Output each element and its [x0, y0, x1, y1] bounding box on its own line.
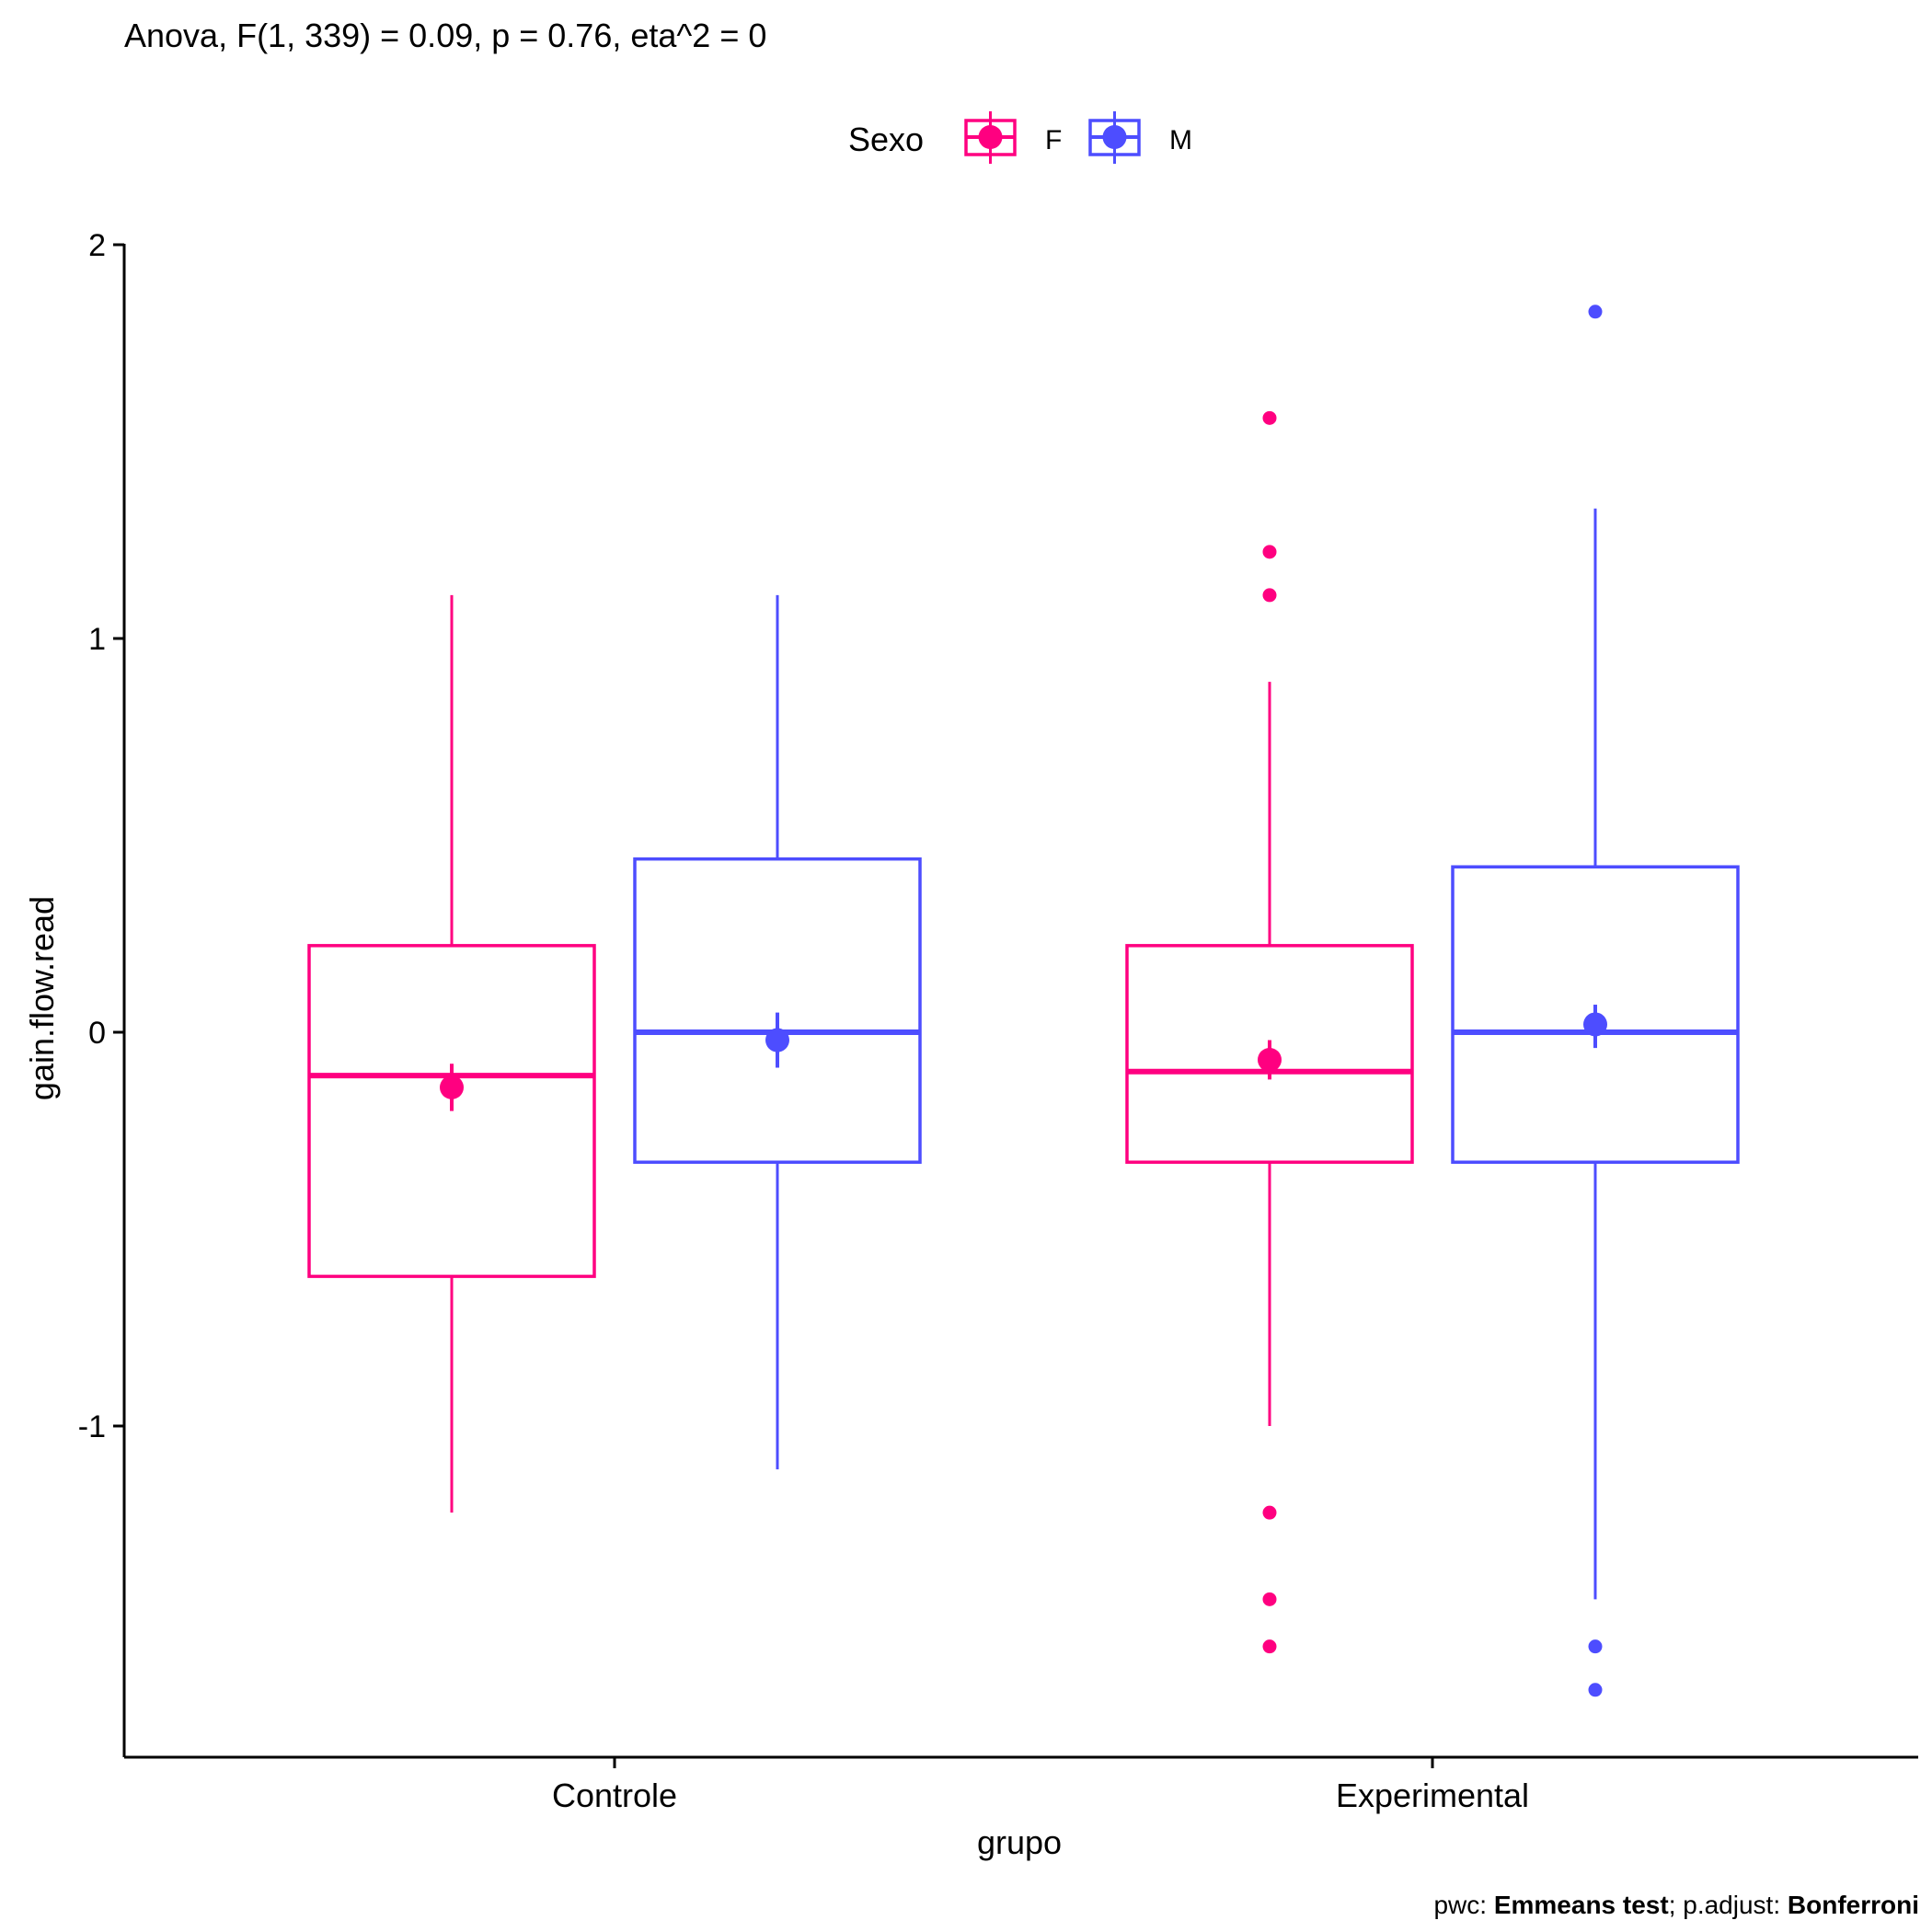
mean-point	[1583, 1012, 1607, 1037]
y-axis-title: gain.flow.read	[23, 896, 61, 1100]
box-M-experimental	[1451, 305, 1740, 1697]
legend-key-m	[1088, 111, 1141, 164]
box-F-experimental	[1125, 410, 1414, 1654]
legend-point-swatch	[978, 125, 1003, 149]
legend-point-swatch	[1102, 125, 1127, 149]
y-tick-label: -1	[78, 1409, 106, 1444]
outlier-point	[1588, 305, 1603, 319]
outlier-point	[1262, 1639, 1277, 1654]
box-iqr	[633, 857, 922, 1164]
caption-adjust-value: Bonferroni	[1787, 1891, 1919, 1919]
axes: -1 0 1 2 Controle Experimental grupo gain.flow.…	[23, 228, 1918, 1861]
box-M-controle	[633, 594, 922, 1470]
outlier-point	[1262, 545, 1277, 559]
x-tick-label: Controle	[552, 1777, 677, 1814]
chart-title: Anova, F(1, 339) = 0.09, p = 0.76, eta^2…	[124, 17, 767, 54]
box-iqr	[307, 944, 596, 1279]
box-iqr	[1125, 944, 1414, 1164]
outlier-point	[1262, 410, 1277, 425]
caption-pwc-label: pwc:	[1433, 1891, 1494, 1919]
caption-pwc-value: Emmeans test	[1493, 1891, 1669, 1919]
legend-key-f	[964, 111, 1017, 164]
legend-label-f: F	[1045, 125, 1062, 155]
legend: Sexo F M	[848, 111, 1192, 164]
box-iqr	[1451, 865, 1740, 1164]
mean-point	[1258, 1047, 1282, 1072]
y-tick-label: 2	[88, 228, 106, 263]
x-tick-label: Experimental	[1336, 1777, 1529, 1814]
outlier-point	[1262, 1505, 1277, 1520]
y-tick-label: 1	[88, 622, 106, 657]
plot-area	[307, 305, 1740, 1697]
y-tick-label: 0	[88, 1016, 106, 1051]
mean-point	[440, 1075, 464, 1099]
caption: pwc: Emmeans test; p.adjust: Bonferroni	[1433, 1891, 1919, 1920]
outlier-point	[1262, 588, 1277, 603]
legend-title: Sexo	[848, 121, 924, 158]
outlier-point	[1588, 1683, 1603, 1697]
x-axis-title: grupo	[977, 1823, 1062, 1861]
legend-label-m: M	[1169, 125, 1192, 155]
box-F-controle	[307, 594, 596, 1513]
mean-point	[765, 1028, 789, 1052]
caption-sep: ; p.adjust:	[1668, 1891, 1788, 1919]
outlier-point	[1262, 1592, 1277, 1606]
outlier-point	[1588, 1639, 1603, 1654]
